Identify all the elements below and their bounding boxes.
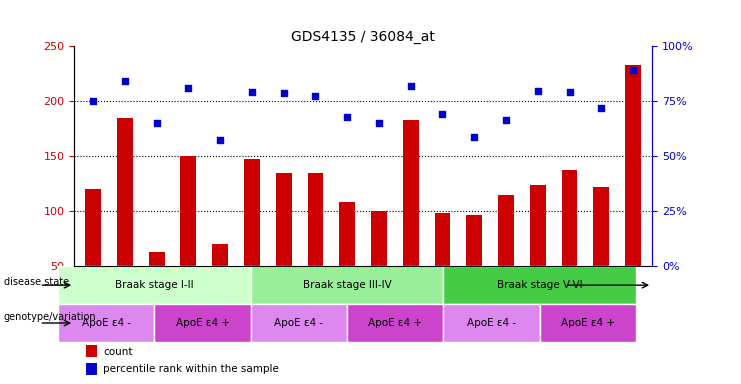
Bar — [86, 362, 97, 375]
Point — [87, 98, 99, 104]
Bar — [85, 189, 101, 321]
Text: ApoE ε4 +: ApoE ε4 + — [561, 318, 615, 328]
Point — [246, 89, 258, 95]
Point — [342, 113, 353, 119]
FancyBboxPatch shape — [539, 304, 636, 342]
Point — [627, 67, 639, 73]
Bar — [212, 244, 228, 321]
Text: Braak stage V-VI: Braak stage V-VI — [497, 280, 582, 290]
Point — [182, 85, 194, 91]
Bar — [434, 214, 451, 321]
Text: ApoE ε4 -: ApoE ε4 - — [274, 318, 323, 328]
Bar — [86, 345, 97, 358]
Bar — [149, 252, 165, 321]
Text: ApoE ε4 +: ApoE ε4 + — [176, 318, 230, 328]
FancyBboxPatch shape — [58, 304, 154, 342]
Bar — [594, 187, 609, 321]
Point — [500, 117, 512, 123]
Text: percentile rank within the sample: percentile rank within the sample — [103, 364, 279, 374]
Point — [595, 105, 607, 111]
Text: Braak stage I-II: Braak stage I-II — [115, 280, 193, 290]
Bar — [371, 211, 387, 321]
Text: ApoE ε4 -: ApoE ε4 - — [82, 318, 130, 328]
Bar — [403, 120, 419, 321]
Bar — [466, 215, 482, 321]
Text: ApoE ε4 +: ApoE ε4 + — [368, 318, 422, 328]
FancyBboxPatch shape — [58, 266, 250, 304]
FancyBboxPatch shape — [154, 304, 250, 342]
Text: ApoE ε4 -: ApoE ε4 - — [467, 318, 516, 328]
Point — [150, 120, 162, 126]
FancyBboxPatch shape — [250, 266, 443, 304]
Bar — [625, 65, 641, 321]
Text: disease state: disease state — [4, 277, 69, 287]
Point — [532, 88, 544, 94]
Bar — [117, 118, 133, 321]
FancyBboxPatch shape — [443, 266, 636, 304]
Point — [119, 78, 131, 84]
Bar — [308, 173, 323, 321]
Point — [214, 137, 226, 143]
Bar — [530, 185, 545, 321]
Point — [468, 134, 480, 141]
Text: genotype/variation: genotype/variation — [4, 312, 96, 322]
Point — [564, 89, 576, 95]
Text: count: count — [103, 346, 133, 357]
Point — [278, 90, 290, 96]
Bar — [276, 173, 292, 321]
FancyBboxPatch shape — [443, 304, 539, 342]
Bar — [498, 195, 514, 321]
Point — [436, 111, 448, 118]
Title: GDS4135 / 36084_at: GDS4135 / 36084_at — [291, 30, 435, 44]
Bar — [562, 170, 577, 321]
Point — [373, 120, 385, 126]
Point — [310, 93, 322, 99]
Point — [405, 83, 416, 89]
Bar — [339, 202, 355, 321]
Text: Braak stage III-IV: Braak stage III-IV — [302, 280, 391, 290]
FancyBboxPatch shape — [250, 304, 347, 342]
FancyBboxPatch shape — [347, 304, 443, 342]
Bar — [244, 159, 260, 321]
Bar — [181, 156, 196, 321]
